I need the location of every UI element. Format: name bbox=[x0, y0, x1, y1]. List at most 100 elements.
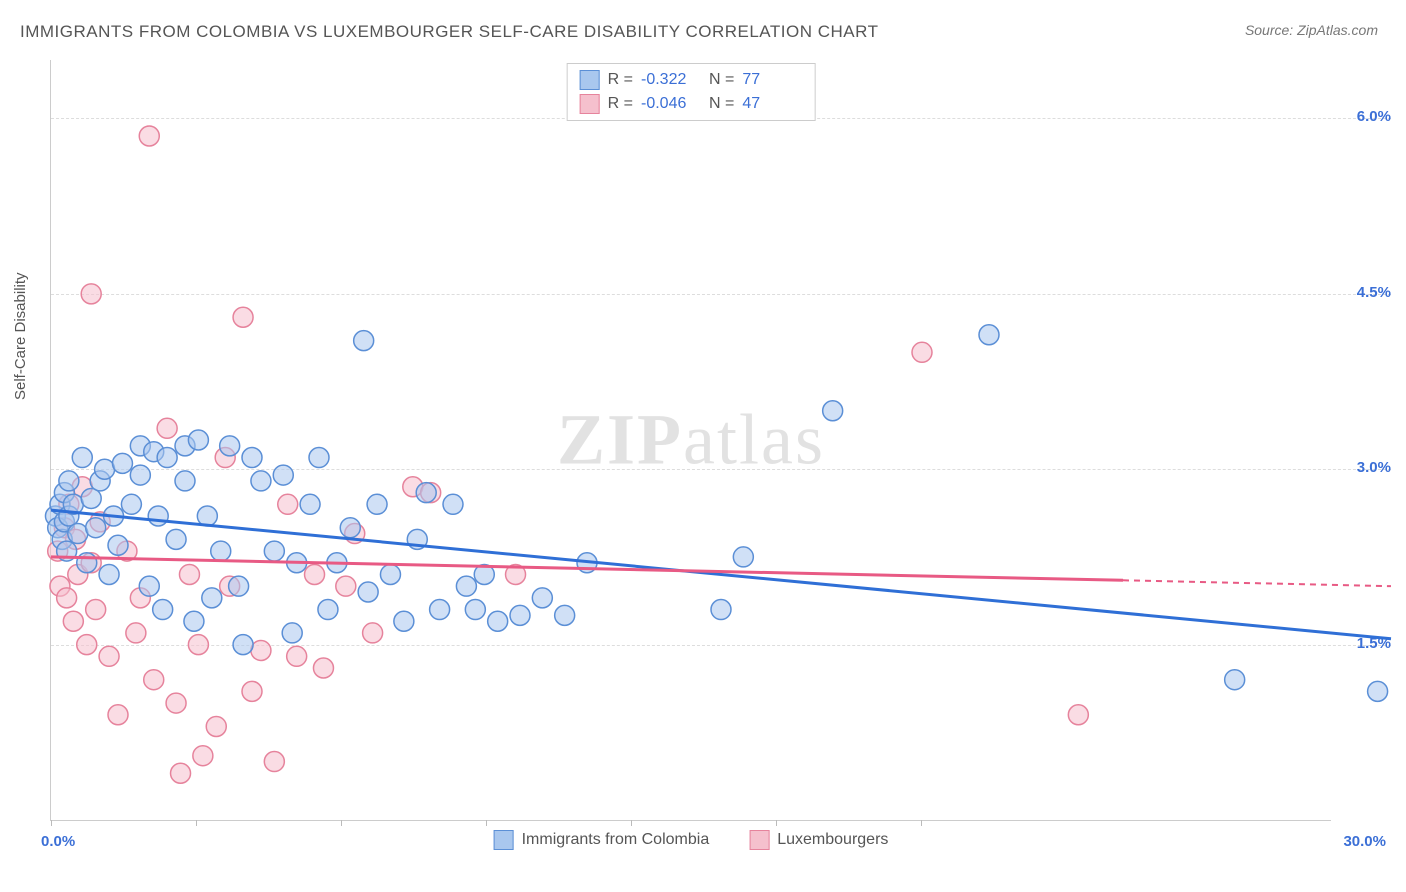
data-point bbox=[77, 635, 97, 655]
swatch-icon bbox=[494, 830, 514, 850]
data-point bbox=[211, 541, 231, 561]
x-tick bbox=[51, 820, 52, 826]
data-point bbox=[188, 635, 208, 655]
data-point bbox=[108, 535, 128, 555]
data-point bbox=[251, 471, 271, 491]
swatch-icon bbox=[580, 94, 600, 114]
data-point bbox=[733, 547, 753, 567]
data-point bbox=[77, 553, 97, 573]
data-point bbox=[1368, 681, 1388, 701]
trend-line-extrapolated bbox=[1123, 580, 1391, 586]
data-point bbox=[430, 600, 450, 620]
data-point bbox=[711, 600, 731, 620]
swatch-icon bbox=[580, 70, 600, 90]
data-point bbox=[220, 436, 240, 456]
x-tick bbox=[921, 820, 922, 826]
data-point bbox=[336, 576, 356, 596]
data-point bbox=[287, 646, 307, 666]
data-point bbox=[99, 646, 119, 666]
data-point bbox=[121, 494, 141, 514]
data-point bbox=[63, 611, 83, 631]
data-point bbox=[144, 670, 164, 690]
data-point bbox=[1068, 705, 1088, 725]
data-point bbox=[206, 716, 226, 736]
data-point bbox=[380, 564, 400, 584]
x-tick bbox=[196, 820, 197, 826]
data-point bbox=[108, 705, 128, 725]
data-point bbox=[394, 611, 414, 631]
data-point bbox=[59, 471, 79, 491]
data-point bbox=[112, 453, 132, 473]
data-point bbox=[1225, 670, 1245, 690]
x-tick bbox=[631, 820, 632, 826]
chart-title: IMMIGRANTS FROM COLOMBIA VS LUXEMBOURGER… bbox=[20, 22, 878, 42]
data-point bbox=[72, 448, 92, 468]
data-point bbox=[242, 681, 262, 701]
x-axis-max-label: 30.0% bbox=[1343, 833, 1386, 850]
data-point bbox=[126, 623, 146, 643]
data-point bbox=[363, 623, 383, 643]
source-attribution: Source: ZipAtlas.com bbox=[1245, 22, 1378, 38]
swatch-icon bbox=[749, 830, 769, 850]
data-point bbox=[273, 465, 293, 485]
chart-plot-area: ZIPatlas 1.5%3.0%4.5%6.0% R = -0.322 N =… bbox=[50, 60, 1331, 821]
x-tick bbox=[776, 820, 777, 826]
data-point bbox=[233, 307, 253, 327]
data-point bbox=[57, 588, 77, 608]
data-point bbox=[166, 529, 186, 549]
data-point bbox=[358, 582, 378, 602]
data-point bbox=[555, 605, 575, 625]
data-point bbox=[912, 342, 932, 362]
data-point bbox=[242, 448, 262, 468]
data-point bbox=[139, 126, 159, 146]
data-point bbox=[171, 763, 191, 783]
data-point bbox=[251, 640, 271, 660]
data-point bbox=[510, 605, 530, 625]
data-point bbox=[278, 494, 298, 514]
data-point bbox=[188, 430, 208, 450]
data-point bbox=[233, 635, 253, 655]
x-tick bbox=[486, 820, 487, 826]
y-axis-label: Self-Care Disability bbox=[12, 272, 29, 400]
data-point bbox=[309, 448, 329, 468]
data-point bbox=[318, 600, 338, 620]
data-point bbox=[130, 465, 150, 485]
scatter-plot bbox=[51, 60, 1391, 820]
data-point bbox=[354, 331, 374, 351]
data-point bbox=[443, 494, 463, 514]
legend-item: Immigrants from Colombia bbox=[494, 830, 710, 850]
data-point bbox=[99, 564, 119, 584]
data-point bbox=[184, 611, 204, 631]
data-point bbox=[202, 588, 222, 608]
data-point bbox=[416, 483, 436, 503]
data-point bbox=[282, 623, 302, 643]
data-point bbox=[166, 693, 186, 713]
legend-item: Luxembourgers bbox=[749, 830, 888, 850]
data-point bbox=[81, 284, 101, 304]
data-point bbox=[532, 588, 552, 608]
data-point bbox=[979, 325, 999, 345]
data-point bbox=[157, 418, 177, 438]
data-point bbox=[157, 448, 177, 468]
data-point bbox=[86, 600, 106, 620]
data-point bbox=[340, 518, 360, 538]
data-point bbox=[139, 576, 159, 596]
data-point bbox=[313, 658, 333, 678]
data-point bbox=[367, 494, 387, 514]
data-point bbox=[488, 611, 508, 631]
data-point bbox=[68, 524, 88, 544]
data-point bbox=[175, 471, 195, 491]
data-point bbox=[300, 494, 320, 514]
data-point bbox=[153, 600, 173, 620]
data-point bbox=[465, 600, 485, 620]
data-point bbox=[86, 518, 106, 538]
data-point bbox=[305, 564, 325, 584]
data-point bbox=[823, 401, 843, 421]
legend-row-series-2: R = -0.046 N = 47 bbox=[580, 92, 803, 116]
data-point bbox=[229, 576, 249, 596]
legend-row-series-1: R = -0.322 N = 77 bbox=[580, 68, 803, 92]
x-axis-min-label: 0.0% bbox=[41, 833, 75, 850]
correlation-legend: R = -0.322 N = 77 R = -0.046 N = 47 bbox=[567, 63, 816, 121]
series-legend: Immigrants from Colombia Luxembourgers bbox=[494, 830, 889, 850]
data-point bbox=[95, 459, 115, 479]
